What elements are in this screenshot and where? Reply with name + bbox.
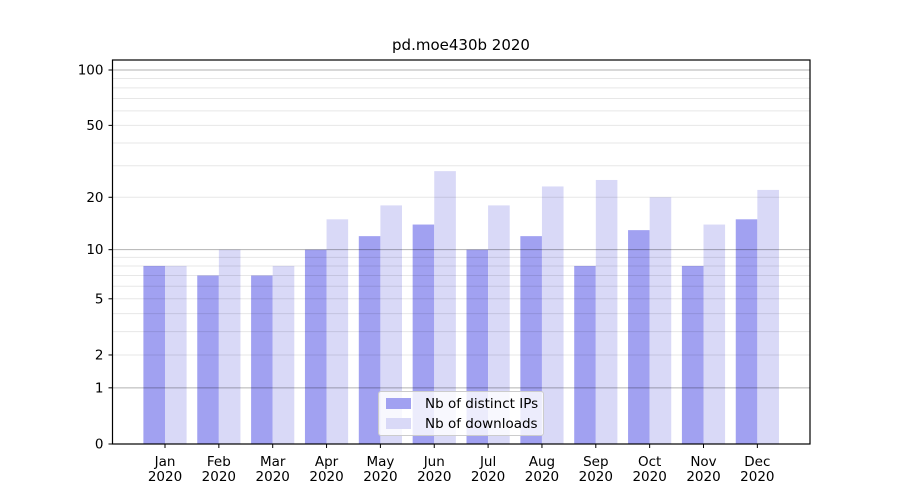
x-tick-label-year-apr: 2020 [309, 469, 343, 485]
x-tick-label-month-feb: Feb [207, 454, 231, 470]
x-tick-label-month-sep: Sep [583, 454, 608, 470]
x-tick-label-year-may: 2020 [363, 469, 397, 485]
x-tick-label-month-dec: Dec [744, 454, 770, 470]
x-tick-label-month-oct: Oct [638, 454, 661, 470]
x-tick-label-year-jan: 2020 [148, 469, 182, 485]
bar-distinct-ips-apr [304, 249, 327, 444]
bar-downloads-may [380, 205, 402, 444]
y-tick-label-10: 10 [86, 242, 103, 258]
bar-distinct-ips-may [358, 236, 381, 444]
x-tick-label-month-mar: Mar [260, 454, 286, 470]
y-tick-label-5: 5 [95, 291, 104, 307]
x-tick-label-month-jan: Jan [154, 454, 176, 470]
legend-label-downloads: Nb of downloads [425, 415, 538, 432]
bar-distinct-ips-feb [197, 275, 219, 444]
y-tick-label-2: 2 [95, 347, 104, 363]
bar-distinct-ips-mar [251, 275, 273, 444]
legend-item-ips: Nb of distinct IPs [386, 395, 543, 412]
x-tick-label-month-aug: Aug [529, 454, 555, 470]
legend-swatch-downloads [386, 418, 411, 429]
x-tick-label-month-nov: Nov [690, 454, 716, 470]
bar-distinct-ips-nov [681, 265, 704, 444]
bar-downloads-nov [703, 224, 726, 444]
bar-downloads-sep [595, 179, 618, 445]
bar-downloads-feb [218, 249, 241, 444]
bar-downloads-apr [326, 219, 349, 444]
x-tick-label-year-sep: 2020 [579, 469, 613, 485]
bar-downloads-jul [488, 205, 510, 444]
bar-downloads-jan [165, 265, 187, 444]
bar-downloads-oct [649, 197, 672, 444]
x-tick-label-year-jul: 2020 [471, 469, 505, 485]
x-tick-label-month-jul: Jul [479, 454, 496, 470]
y-tick-label-1: 1 [95, 380, 104, 396]
x-tick-label-year-jun: 2020 [417, 469, 451, 485]
bar-distinct-ips-dec [735, 219, 758, 444]
bar-distinct-ips-jun [412, 224, 435, 444]
y-tick-label-50: 50 [86, 118, 103, 134]
x-tick-label-month-jun: Jun [423, 454, 445, 470]
legend: Nb of distinct IPs Nb of downloads [378, 391, 544, 436]
x-tick-label-year-aug: 2020 [525, 469, 559, 485]
x-tick-label-year-mar: 2020 [256, 469, 290, 485]
y-tick-label-20: 20 [86, 190, 103, 206]
x-tick-label-year-oct: 2020 [632, 469, 666, 485]
bar-downloads-jun [434, 171, 456, 444]
legend-swatch-ips [386, 398, 411, 409]
bar-distinct-ips-jan [143, 265, 165, 444]
y-tick-label-0: 0 [95, 437, 104, 453]
x-tick-label-month-may: May [366, 454, 394, 470]
bar-downloads-mar [272, 265, 295, 444]
legend-item-downloads: Nb of downloads [386, 415, 543, 432]
x-tick-label-year-nov: 2020 [686, 469, 720, 485]
bar-downloads-dec [757, 189, 779, 444]
bar-downloads-aug [541, 186, 564, 444]
legend-label-ips: Nb of distinct IPs [425, 395, 539, 412]
bar-distinct-ips-sep [574, 265, 596, 444]
plot-border [111, 59, 811, 445]
bar-distinct-ips-oct [628, 230, 650, 444]
y-tick-label-100: 100 [78, 63, 104, 79]
chart-title: pd.moe430b 2020 [392, 36, 530, 54]
x-tick-label-month-apr: Apr [315, 454, 339, 470]
x-tick-label-year-dec: 2020 [740, 469, 774, 485]
x-tick-label-year-feb: 2020 [202, 469, 236, 485]
